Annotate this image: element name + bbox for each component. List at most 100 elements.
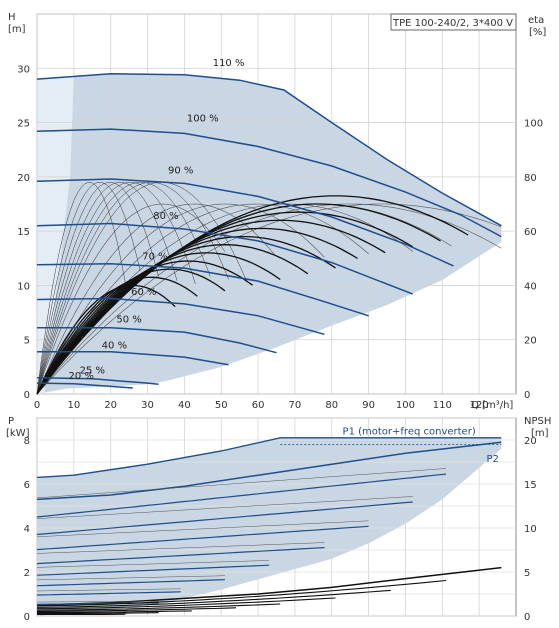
aux-curve-70 xyxy=(36,182,178,395)
p1-label: P1 (motor+freq converter) xyxy=(343,427,476,438)
right-axis-unit: [%] xyxy=(529,27,546,38)
bottom-right-tick-label: 20 xyxy=(524,436,537,447)
npsh-curve-3 xyxy=(36,603,281,611)
eta-curve-50 xyxy=(36,203,275,395)
npsh-curve-4 xyxy=(37,607,237,612)
x-tick-label: 30 xyxy=(141,400,154,411)
p2-speed-curve-2 xyxy=(36,525,369,551)
speed-label-7: 40 % xyxy=(102,340,127,351)
bold-curve-9 xyxy=(36,211,414,395)
bottom-left-tick-label: 4 xyxy=(24,524,30,535)
right-tick-label: 60 xyxy=(524,227,537,238)
top-envelope-light-band xyxy=(37,75,74,394)
bold-curve-11 xyxy=(36,195,469,395)
aux-curve-50 xyxy=(36,182,141,395)
x-tick-label: 20 xyxy=(104,400,117,411)
x-tick-label: 60 xyxy=(252,400,265,411)
x-tick-label: 50 xyxy=(215,400,228,411)
right-tick-label: 100 xyxy=(524,119,543,130)
x-tick-label: 120 xyxy=(470,400,489,411)
p1-speed-curve-3 xyxy=(36,542,325,554)
power-curve-1 xyxy=(36,441,502,501)
qh-curve-1 xyxy=(36,128,502,238)
left-axis-unit: [m] xyxy=(8,24,26,35)
qh-curve-7 xyxy=(37,350,229,366)
left-tick-label: 0 xyxy=(24,390,30,401)
npsh-curve-1 xyxy=(36,589,391,608)
aux-curve-40 xyxy=(36,182,126,395)
chart-title: TPE 100-240/2, 3*400 V xyxy=(392,18,513,29)
x-tick-label: 100 xyxy=(396,400,415,411)
bold-curve-5 xyxy=(36,244,309,395)
left-axis-name: H xyxy=(8,12,16,23)
left-tick-label: 15 xyxy=(17,227,30,238)
qh-curve-9 xyxy=(36,382,133,389)
bottom-operating-envelope xyxy=(37,437,502,616)
bottom-right-axis-unit: [m] xyxy=(531,428,549,439)
qh-curve-3 xyxy=(36,222,414,295)
bold-curve-10 xyxy=(36,203,441,395)
left-tick-label: 30 xyxy=(17,64,30,75)
qh-curve-2 xyxy=(36,178,454,267)
p2-speed-curve-1 xyxy=(36,501,413,536)
qh-curve-6 xyxy=(37,327,277,354)
bottom-right-tick-label: 0 xyxy=(524,612,530,623)
npsh-curve-6 xyxy=(37,612,159,615)
x-tick-label: 0 xyxy=(34,400,40,411)
right-tick-label: 80 xyxy=(524,173,537,184)
x-tick-label: 80 xyxy=(325,400,338,411)
bold-curve-8 xyxy=(36,219,386,395)
p1-speed-curve-2 xyxy=(36,520,369,538)
p1-speed-curve-5 xyxy=(36,575,225,581)
speed-label-8: 25 % xyxy=(80,365,105,376)
aux-curve-80 xyxy=(36,182,196,395)
speed-label-1: 100 % xyxy=(187,113,219,124)
x-tick-label: 110 xyxy=(433,400,452,411)
x-tick-label: 90 xyxy=(362,400,375,411)
p2-speed-curve-0 xyxy=(36,473,447,518)
left-tick-label: 5 xyxy=(24,336,30,347)
speed-label-2: 90 % xyxy=(168,166,193,177)
left-tick-label: 20 xyxy=(17,173,30,184)
aux-curve-100 xyxy=(36,182,229,395)
p1-speed-curve-6 xyxy=(36,588,181,592)
bottom-left-tick-label: 0 xyxy=(24,612,30,623)
p1-speed-curve-0 xyxy=(36,468,447,499)
speed-label-0: 110 % xyxy=(213,58,245,69)
right-axis-name: eta xyxy=(528,15,544,26)
x-tick-label: 40 xyxy=(178,400,191,411)
bottom-right-tick-label: 10 xyxy=(524,524,537,535)
eta-curve-100 xyxy=(36,203,502,395)
left-tick-label: 25 xyxy=(17,119,30,130)
p2-label: P2 xyxy=(487,454,499,465)
bottom-right-tick-label: 15 xyxy=(524,480,537,491)
p2-speed-curve-3 xyxy=(36,547,325,565)
bottom-left-axis-unit: [kW] xyxy=(6,428,30,439)
p1-speed-curve-7 xyxy=(36,600,159,603)
eta-curve-70 xyxy=(36,203,369,395)
title-box xyxy=(390,13,517,31)
qh-curve-0 xyxy=(36,72,502,227)
speed-label-5: 60 % xyxy=(131,287,156,298)
bottom-left-tick-label: 6 xyxy=(24,480,30,491)
right-tick-label: 20 xyxy=(524,336,537,347)
bottom-left-axis-name: P xyxy=(8,416,14,427)
eta-curve-40 xyxy=(36,203,226,395)
npsh-curve-2 xyxy=(37,597,336,610)
bottom-right-tick-label: 5 xyxy=(524,568,530,579)
bold-curve-7 xyxy=(36,227,358,395)
power-curve-0 xyxy=(36,437,502,479)
x-tick-label: 10 xyxy=(67,400,80,411)
speed-label-6: 50 % xyxy=(116,314,141,325)
left-tick-label: 10 xyxy=(17,281,30,292)
speed-label-9: 20 % xyxy=(69,371,94,382)
power-curve-2 xyxy=(36,566,502,606)
p2-speed-curve-4 xyxy=(36,564,270,576)
p2-speed-curve-5 xyxy=(36,579,225,587)
x-axis-label: Q [m³/h] xyxy=(471,400,513,411)
bold-curve-0 xyxy=(36,284,176,395)
qh-curve-4 xyxy=(36,262,369,317)
eta-curve-110 xyxy=(36,203,502,395)
right-tick-label: 40 xyxy=(524,281,537,292)
